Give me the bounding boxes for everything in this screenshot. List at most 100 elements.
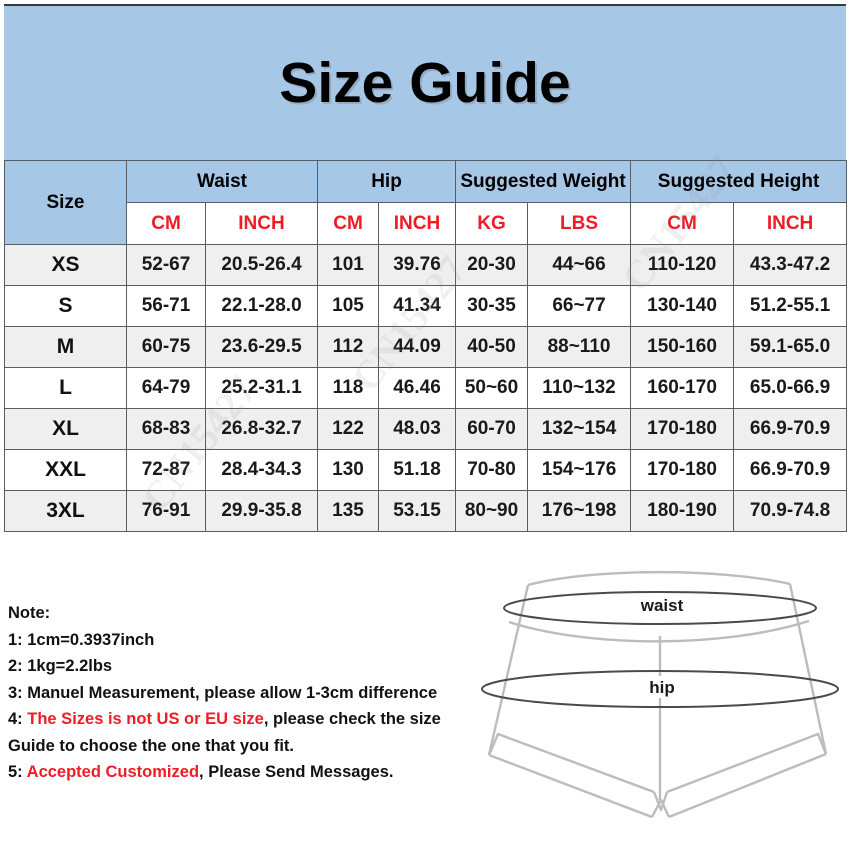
note-line-2: 2: 1kg=2.2lbs bbox=[8, 657, 113, 675]
hip-label-backdrop bbox=[642, 676, 682, 698]
cell-height-inch: 66.9-70.9 bbox=[733, 408, 848, 450]
table-body: XS 52-67 20.5-26.4 101 39.76 20-30 44~66 110-12… bbox=[4, 244, 848, 532]
cell-size: XS bbox=[4, 244, 127, 286]
cell-waist-cm: 76-91 bbox=[126, 490, 206, 532]
cell-weight-kg: 40-50 bbox=[455, 326, 529, 368]
cell-height-cm: 110-120 bbox=[630, 244, 735, 286]
table-row: L 64-79 25.2-31.1 118 46.46 50~60 110~132 160-1… bbox=[4, 367, 848, 409]
table-row: 3XL 76-91 29.9-35.8 135 53.15 80~90 176~198 180… bbox=[4, 490, 848, 532]
cell-size: L bbox=[4, 367, 127, 409]
cell-hip-inch: 53.15 bbox=[377, 490, 457, 532]
cell-height-inch: 59.1-65.0 bbox=[733, 326, 848, 368]
cell-hip-cm: 118 bbox=[317, 367, 379, 409]
cell-hip-inch: 41.34 bbox=[377, 285, 457, 327]
cell-weight-kg: 60-70 bbox=[455, 408, 529, 450]
hip-measure-ellipse bbox=[481, 670, 839, 708]
cell-height-inch: 51.2-55.1 bbox=[733, 285, 848, 327]
column-header-size: Size bbox=[4, 160, 127, 245]
waist-label-backdrop bbox=[634, 595, 692, 617]
cell-waist-inch: 25.2-31.1 bbox=[205, 367, 318, 409]
cell-size: XL bbox=[4, 408, 127, 450]
cell-waist-inch: 29.9-35.8 bbox=[205, 490, 318, 532]
column-header-hip: Hip bbox=[316, 160, 457, 203]
cell-size: S bbox=[4, 285, 127, 327]
cell-weight-lbs: 44~66 bbox=[527, 244, 632, 286]
notes-section: Note: 1: 1cm=0.3937inch 2: 1kg=2.2lbs 3:… bbox=[8, 600, 466, 786]
cell-height-cm: 160-170 bbox=[630, 367, 735, 409]
cell-height-cm: 170-180 bbox=[630, 408, 735, 450]
cell-waist-inch: 28.4-34.3 bbox=[205, 449, 318, 491]
notes-heading: Note: bbox=[8, 604, 51, 622]
cell-waist-inch: 26.8-32.7 bbox=[205, 408, 318, 450]
unit-header-waist-inch: INCH bbox=[205, 202, 318, 245]
unit-header-weight-kg: KG bbox=[455, 202, 529, 245]
note-line-3: 3: Manuel Measurement, please allow 1-3c… bbox=[8, 683, 438, 702]
cell-height-cm: 170-180 bbox=[630, 449, 735, 491]
cell-height-cm: 180-190 bbox=[630, 490, 735, 532]
cell-waist-inch: 22.1-28.0 bbox=[205, 285, 318, 327]
shorts-outline bbox=[487, 570, 828, 819]
unit-header-hip-cm: CM bbox=[317, 202, 379, 245]
cell-hip-cm: 101 bbox=[317, 244, 379, 286]
page-title: Size Guide bbox=[279, 51, 571, 115]
cell-weight-lbs: 88~110 bbox=[527, 326, 632, 368]
cell-hip-cm: 105 bbox=[317, 285, 379, 327]
cell-waist-inch: 23.6-29.5 bbox=[205, 326, 318, 368]
table-row: XL 68-83 26.8-32.7 122 48.03 60-70 132~154 170-… bbox=[4, 408, 848, 450]
cell-weight-kg: 50~60 bbox=[455, 367, 529, 409]
unit-header-weight-lbs: LBS bbox=[527, 202, 632, 245]
cell-height-inch: 65.0-66.9 bbox=[733, 367, 848, 409]
cell-size: 3XL bbox=[4, 490, 127, 532]
cell-hip-cm: 122 bbox=[317, 408, 379, 450]
cell-weight-lbs: 154~176 bbox=[527, 449, 632, 491]
cell-hip-inch: 48.03 bbox=[377, 408, 457, 450]
cell-size: XXL bbox=[4, 449, 127, 491]
note-line-5-rest: , Please Send Messages. bbox=[199, 763, 394, 781]
column-header-suggested-weight: Suggested Weight bbox=[455, 160, 632, 203]
cell-waist-cm: 60-75 bbox=[126, 326, 206, 368]
cell-weight-kg: 20-30 bbox=[455, 244, 529, 286]
cell-hip-cm: 135 bbox=[317, 490, 379, 532]
waist-measure-ellipse bbox=[503, 591, 817, 625]
cell-weight-kg: 80~90 bbox=[455, 490, 529, 532]
cell-waist-inch: 20.5-26.4 bbox=[205, 244, 318, 286]
cell-height-inch: 70.9-74.8 bbox=[733, 490, 848, 532]
note-line-4-continuation: Guide to choose the one that you fit. bbox=[8, 736, 295, 755]
note-line-1: 1: 1cm=0.3937inch bbox=[8, 630, 155, 649]
note-line-5-emphasis: Accepted Customized bbox=[26, 763, 200, 781]
waist-label: waist bbox=[640, 596, 684, 615]
cell-weight-lbs: 132~154 bbox=[527, 408, 632, 450]
cell-hip-cm: 112 bbox=[317, 326, 379, 368]
unit-header-height-inch: INCH bbox=[733, 202, 848, 245]
note-line-4-rest: , please check the size bbox=[263, 710, 441, 728]
cell-weight-kg: 70-80 bbox=[455, 449, 529, 491]
note-line-5: 5: Accepted Customized, Please Send Mess… bbox=[8, 759, 466, 786]
cell-height-inch: 43.3-47.2 bbox=[733, 244, 848, 286]
unit-header-height-cm: CM bbox=[630, 202, 735, 245]
cell-hip-inch: 46.46 bbox=[377, 367, 457, 409]
cell-weight-lbs: 176~198 bbox=[527, 490, 632, 532]
title-banner: Size Guide bbox=[4, 4, 846, 160]
cell-hip-inch: 51.18 bbox=[377, 449, 457, 491]
cell-waist-cm: 52-67 bbox=[126, 244, 206, 286]
cell-hip-inch: 39.76 bbox=[377, 244, 457, 286]
table-row: XS 52-67 20.5-26.4 101 39.76 20-30 44~66 110-12… bbox=[4, 244, 848, 286]
cell-size: M bbox=[4, 326, 127, 368]
cell-hip-inch: 44.09 bbox=[377, 326, 457, 368]
cell-waist-cm: 68-83 bbox=[126, 408, 206, 450]
cell-waist-cm: 56-71 bbox=[126, 285, 206, 327]
size-chart-table: Size Waist Hip Suggested Weight Suggeste… bbox=[4, 160, 848, 532]
shorts-diagram: waist hip bbox=[481, 570, 839, 819]
cell-waist-cm: 64-79 bbox=[126, 367, 206, 409]
table-row: S 56-71 22.1-28.0 105 41.34 30-35 66~77 130-140… bbox=[4, 285, 848, 327]
table-header-unit-row: CM INCH CM INCH KG LBS CM INCH bbox=[5, 202, 848, 245]
cell-height-cm: 130-140 bbox=[630, 285, 735, 327]
column-header-suggested-height: Suggested Height bbox=[630, 160, 848, 203]
cell-hip-cm: 130 bbox=[317, 449, 379, 491]
cell-waist-cm: 72-87 bbox=[126, 449, 206, 491]
cell-weight-lbs: 110~132 bbox=[527, 367, 632, 409]
cell-height-cm: 150-160 bbox=[630, 326, 735, 368]
note-line-4: 4: The Sizes is not US or EU size, pleas… bbox=[8, 706, 466, 733]
table-row: XXL 72-87 28.4-34.3 130 51.18 70-80 154~176 170… bbox=[4, 449, 848, 491]
cell-weight-kg: 30-35 bbox=[455, 285, 529, 327]
